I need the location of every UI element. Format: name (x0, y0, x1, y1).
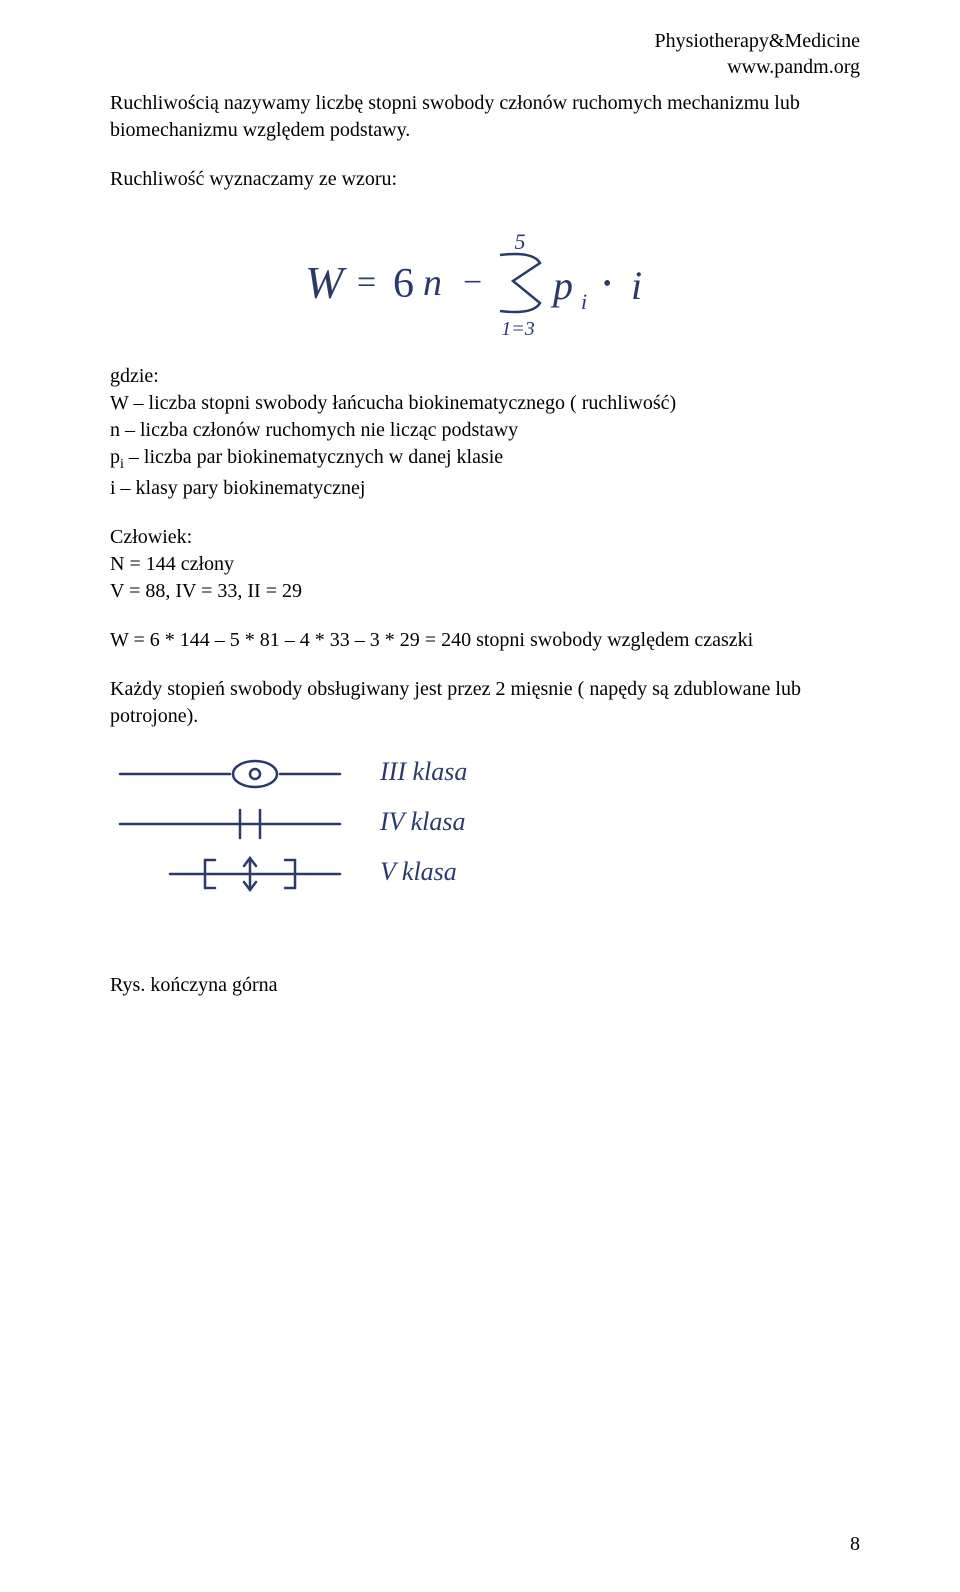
defs-pi-rest: – liczba par biokinematycznych w danej k… (124, 446, 503, 468)
formula-minus: − (463, 264, 482, 301)
diagram-label-1: III klasa (379, 757, 467, 786)
formula-6: 6 (393, 261, 414, 307)
defs-gdzie: gdzie: (110, 363, 860, 390)
paragraph-definition: Ruchliwością nazywamy liczbę stopni swob… (110, 90, 860, 144)
formula-W: W (305, 257, 347, 308)
defs-pi-p: p (110, 446, 120, 468)
formula-sigma-bottom: 1=3 (501, 318, 535, 340)
human-block: Człowiek: N = 144 człony V = 88, IV = 33… (110, 524, 860, 605)
header-line1: Physiotherapy&Medicine (654, 28, 860, 54)
diagram-r1-inner-circle (250, 769, 260, 779)
formula-p-sub: i (581, 289, 587, 314)
class-diagram: III klasa IV klasa V klasa (100, 744, 860, 922)
human-title: Człowiek: (110, 524, 860, 551)
page-header: Physiotherapy&Medicine www.pandm.org (654, 28, 860, 80)
formula-p: p (550, 263, 573, 308)
defs-line-w: W – liczba stopni swobody łańcucha bioki… (110, 390, 860, 417)
defs-line-n: n – liczba członów ruchomych nie licząc … (110, 417, 860, 444)
header-line2: www.pandm.org (654, 54, 860, 80)
defs-line-pi: pi – liczba par biokinematycznych w dane… (110, 444, 860, 475)
formula-sigma-icon (500, 254, 540, 312)
formula-dot: • (603, 271, 611, 297)
figure-caption: Rys. kończyna górna (110, 972, 860, 999)
diagram-label-2: IV klasa (379, 807, 465, 836)
calculation-line: W = 6 * 144 – 5 * 81 – 4 * 33 – 3 * 29 =… (110, 627, 860, 654)
muscle-paragraph: Każdy stopień swobody obsługiwany jest p… (110, 676, 860, 730)
class-diagram-svg: III klasa IV klasa V klasa (100, 744, 580, 914)
formula-eq: = (357, 264, 376, 301)
paragraph-formula-intro: Ruchliwość wyznaczamy ze wzoru: (110, 166, 860, 193)
definitions-block: gdzie: W – liczba stopni swobody łańcuch… (110, 363, 860, 502)
formula-n: n (423, 262, 442, 304)
formula-container: W = 6 n − 5 1=3 p i • i (110, 223, 860, 343)
human-line-v: V = 88, IV = 33, II = 29 (110, 578, 860, 605)
defs-line-i: i – klasy pary biokinematycznej (110, 475, 860, 502)
page-number: 8 (850, 1533, 860, 1556)
diagram-label-3: V klasa (380, 857, 457, 886)
formula-sigma-top: 5 (515, 229, 526, 254)
human-line-n: N = 144 człony (110, 551, 860, 578)
diagram-r1-ellipse (233, 761, 277, 787)
formula-i: i (631, 263, 642, 308)
formula-svg: W = 6 n − 5 1=3 p i • i (295, 223, 675, 343)
